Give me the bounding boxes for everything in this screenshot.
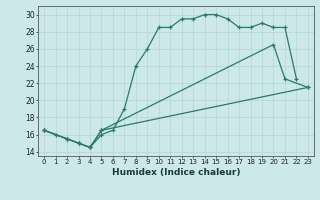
X-axis label: Humidex (Indice chaleur): Humidex (Indice chaleur) [112, 168, 240, 177]
